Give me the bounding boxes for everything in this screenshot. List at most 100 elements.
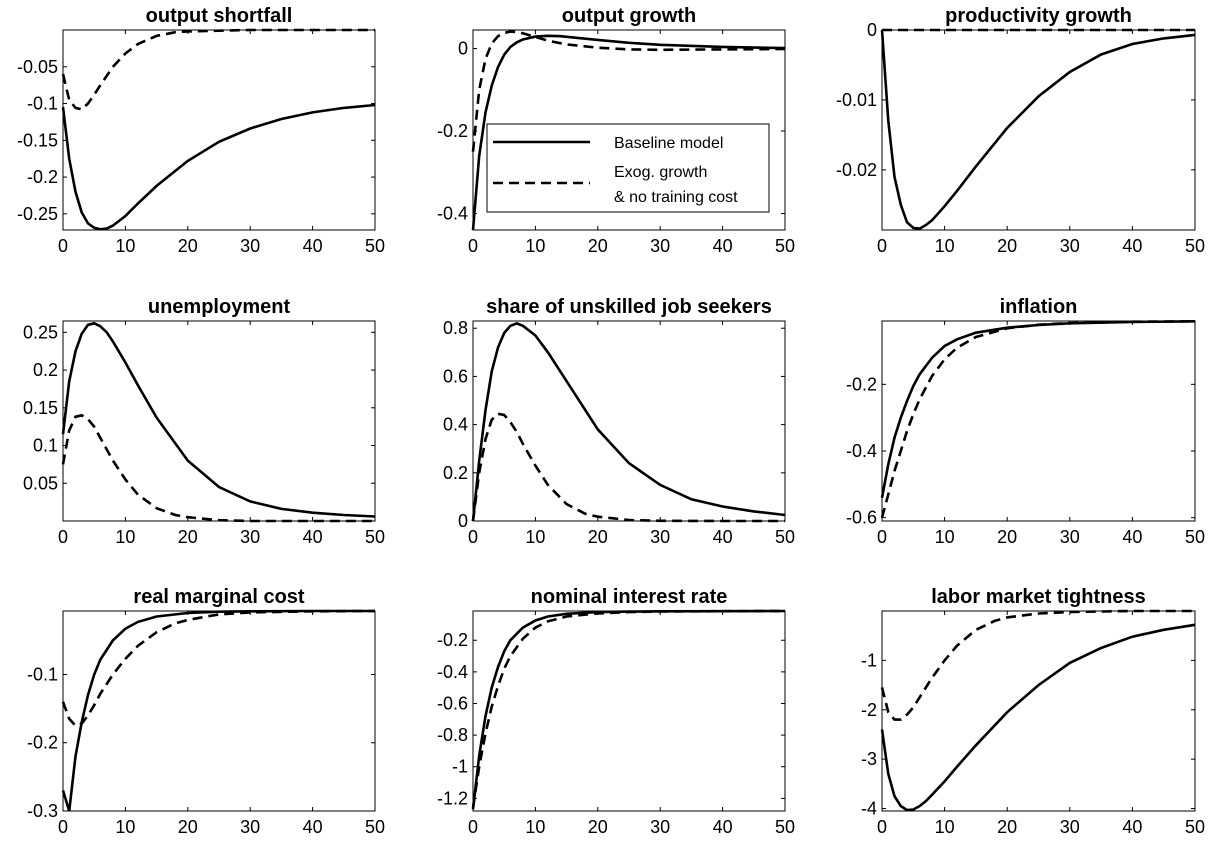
panels: output shortfall 0 10 20 30 40 50 -0.25 -0.2 -0.1… <box>17 5 1205 837</box>
x-tick-label: 0 <box>468 817 478 837</box>
panel-7: nominal interest rate 0 10 20 30 40 50 -1.2 -1 -0… <box>437 586 795 837</box>
series-baseline-line <box>61 609 375 812</box>
x-tick-label: 20 <box>997 527 1017 547</box>
x-tick-label: 20 <box>178 527 198 547</box>
x-tick-label: 20 <box>588 527 608 547</box>
y-tick-label: 0.6 <box>443 366 468 386</box>
axes-box <box>62 610 376 812</box>
series-exog-line <box>61 609 376 728</box>
y-tick-label: -0.4 <box>437 662 468 682</box>
panel-5: inflation 0 10 20 30 40 50 -0.6 -0.4 -0.2 <box>846 296 1205 547</box>
x-tick-label: 50 <box>1185 817 1205 837</box>
x-tick-label: 0 <box>877 817 887 837</box>
series-baseline-line <box>880 320 1196 498</box>
y-tick-label: 0.25 <box>23 322 58 342</box>
x-tick-label: 20 <box>178 817 198 837</box>
y-tick-label: -0.3 <box>27 801 58 821</box>
x-tick-label: 40 <box>303 817 323 837</box>
panel-2: productivity growth 0 10 20 30 40 50 -0.02 -0.01… <box>836 5 1205 256</box>
x-tick-label: 30 <box>1060 817 1080 837</box>
x-tick-label: 20 <box>178 236 198 256</box>
y-tick-label: -1 <box>861 650 877 670</box>
x-tick-label: 50 <box>775 236 795 256</box>
y-tick-label: -0.02 <box>836 160 877 180</box>
series-exog-line <box>61 413 375 523</box>
y-tick-label: 0.4 <box>443 415 468 435</box>
y-tick-label: -2 <box>861 700 877 720</box>
x-tick-label: 50 <box>775 817 795 837</box>
legend-label-exog-line1: Exog. growth <box>614 164 707 181</box>
y-tick-label: -0.8 <box>437 725 468 745</box>
x-tick-label: 40 <box>303 236 323 256</box>
x-tick-label: 40 <box>713 527 733 547</box>
y-tick-label: -0.25 <box>17 204 58 224</box>
x-tick-label: 20 <box>997 817 1017 837</box>
y-tick-label: -0.01 <box>836 90 877 110</box>
panel-1: output growth 0 10 20 30 40 50 -0.4 -0.2 0 <box>437 5 795 256</box>
legend-box <box>486 123 770 213</box>
x-tick-label: 50 <box>1185 236 1205 256</box>
y-tick-label: -0.6 <box>437 693 468 713</box>
panel-title: inflation <box>1000 296 1078 318</box>
y-tick-label: 0.2 <box>443 463 468 483</box>
y-tick-label: -1 <box>452 757 468 777</box>
legend-label-baseline: Baseline model <box>614 135 723 152</box>
series-exog-line <box>880 609 1195 721</box>
panel-6: real marginal cost 0 10 20 30 40 50 -0.3 -0.2 -0.… <box>27 586 385 837</box>
x-tick-label: 0 <box>58 817 68 837</box>
x-tick-label: 10 <box>525 236 545 256</box>
series-exog-line <box>471 30 786 152</box>
panel-title: real marginal cost <box>133 586 305 608</box>
x-tick-label: 0 <box>877 527 887 547</box>
x-tick-label: 30 <box>650 527 670 547</box>
y-tick-label: 0.8 <box>443 318 468 338</box>
series-exog-line <box>471 609 786 808</box>
legend-label-exog-line2: & no training cost <box>614 189 738 206</box>
series-exog-line <box>61 28 375 111</box>
panel-0: output shortfall 0 10 20 30 40 50 -0.25 -0.2 -0.1… <box>17 5 385 256</box>
x-tick-label: 40 <box>303 527 323 547</box>
x-tick-label: 10 <box>115 236 135 256</box>
series-exog-line <box>471 412 785 523</box>
y-tick-label: 0.1 <box>33 436 58 456</box>
x-tick-label: 50 <box>365 527 385 547</box>
panel-title: nominal interest rate <box>531 586 728 608</box>
y-tick-label: 0.05 <box>23 473 58 493</box>
panel-4: share of unskilled job seekers 0 10 20 30 40 5… <box>443 296 795 547</box>
panel-title: output shortfall <box>146 5 293 27</box>
x-tick-label: 0 <box>468 236 478 256</box>
y-tick-label: -0.1 <box>27 94 58 114</box>
axes-box <box>472 320 786 522</box>
legend: Baseline model Exog. growth & no trainin… <box>486 123 770 213</box>
x-tick-label: 40 <box>1122 527 1142 547</box>
y-tick-label: 0 <box>867 20 877 40</box>
x-tick-label: 50 <box>775 527 795 547</box>
panel-3: unemployment 0 10 20 30 40 50 0.05 0.1 0.15 0.2 0.2… <box>23 296 385 547</box>
x-tick-label: 20 <box>588 817 608 837</box>
x-tick-label: 40 <box>1122 817 1142 837</box>
y-tick-label: -0.4 <box>846 441 877 461</box>
axes-box <box>881 610 1196 812</box>
x-tick-label: 0 <box>58 527 68 547</box>
y-tick-label: -0.2 <box>27 167 58 187</box>
panel-8: labor market tightness 0 10 20 30 40 50 -4 -3 -2 -… <box>861 586 1205 837</box>
y-tick-label: -3 <box>861 749 877 769</box>
y-tick-label: 0.2 <box>33 360 58 380</box>
x-tick-label: 10 <box>115 817 135 837</box>
series-baseline-line <box>880 29 1196 230</box>
x-tick-label: 40 <box>713 817 733 837</box>
axes-box <box>881 29 1196 231</box>
y-tick-label: -1.2 <box>437 788 468 808</box>
y-tick-label: -0.2 <box>437 630 468 650</box>
x-tick-label: 50 <box>1185 527 1205 547</box>
axes-box <box>62 320 376 522</box>
y-tick-label: 0 <box>458 39 468 59</box>
series-baseline-line <box>61 103 376 231</box>
x-tick-label: 40 <box>713 236 733 256</box>
x-tick-label: 30 <box>650 236 670 256</box>
panel-title: productivity growth <box>945 5 1132 27</box>
x-tick-label: 10 <box>935 527 955 547</box>
x-tick-label: 10 <box>935 817 955 837</box>
x-tick-label: 0 <box>877 236 887 256</box>
